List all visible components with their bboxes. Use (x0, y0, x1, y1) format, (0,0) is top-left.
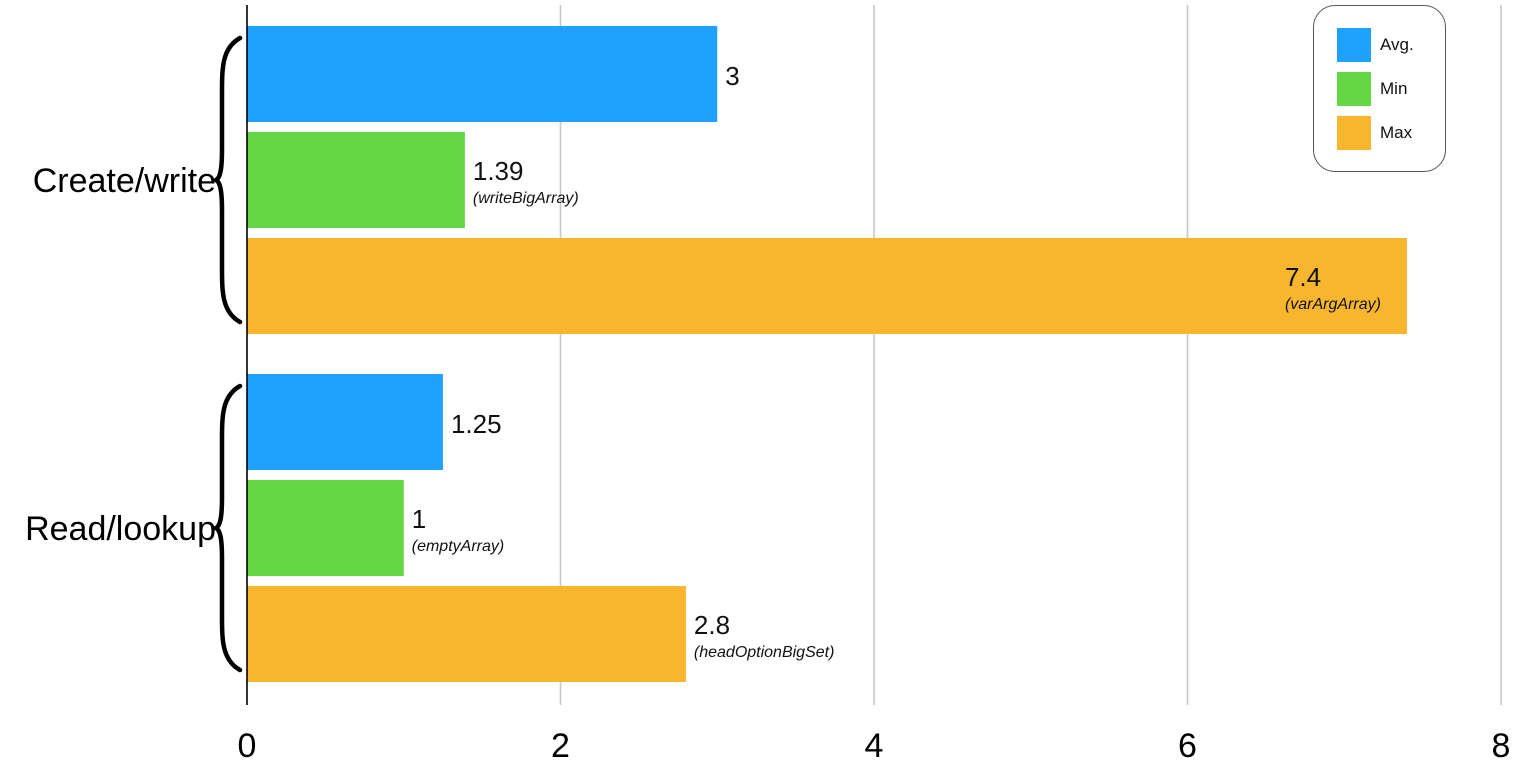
legend-label-avg: Avg. (1380, 35, 1414, 54)
data-label-read-lookup-max: 2.8 (694, 610, 730, 640)
legend-label-max: Max (1380, 123, 1413, 142)
data-label-create-write-avg: 3 (725, 61, 739, 91)
legend-swatch-avg (1337, 28, 1371, 62)
brace-read-lookup (210, 383, 243, 673)
x-tick-label-8: 8 (1492, 727, 1511, 761)
data-note-create-write-min: (writeBigArray) (473, 190, 579, 207)
x-tick-label-4: 4 (865, 727, 884, 761)
legend-item-max: Max (1337, 116, 1412, 150)
bars (247, 26, 1407, 682)
data-label-create-write-max: 7.4 (1285, 262, 1321, 292)
legend: Avg. Min Max (1313, 5, 1446, 172)
data-note-read-lookup-min: (emptyArray) (412, 538, 504, 555)
x-tick-label-0: 0 (238, 727, 257, 761)
legend-swatch-max (1337, 116, 1371, 150)
legend-label-min: Min (1380, 79, 1408, 98)
bar-create-write-min (247, 132, 465, 228)
category-label-create-write: Create/write (33, 162, 216, 200)
x-tick-label-6: 6 (1178, 727, 1197, 761)
brace-create-write (210, 35, 243, 325)
bar-create-write-avg (247, 26, 718, 122)
x-tick-labels: 0 2 4 6 8 (238, 727, 1511, 761)
data-note-read-lookup-max: (headOptionBigSet) (694, 644, 835, 661)
legend-item-avg: Avg. (1337, 28, 1414, 62)
bar-read-lookup-avg (247, 374, 443, 470)
data-label-create-write-min: 1.39 (473, 156, 524, 186)
x-tick-label-2: 2 (551, 727, 570, 761)
legend-swatch-min (1337, 72, 1371, 106)
legend-item-min: Min (1337, 72, 1407, 106)
category-label-read-lookup: Read/lookup (25, 510, 216, 548)
bar-create-write-max (247, 238, 1407, 334)
data-label-read-lookup-avg: 1.25 (451, 409, 502, 439)
data-label-read-lookup-min: 1 (412, 504, 426, 534)
bar-read-lookup-min (247, 480, 404, 576)
data-labels: 3 1.39 (writeBigArray) 7.4 (varArgArray) 1.25… (412, 61, 1381, 661)
category-labels: Create/write Read/lookup (25, 35, 243, 673)
data-note-create-write-max: (varArgArray) (1285, 296, 1381, 313)
bar-read-lookup-max (247, 586, 686, 682)
